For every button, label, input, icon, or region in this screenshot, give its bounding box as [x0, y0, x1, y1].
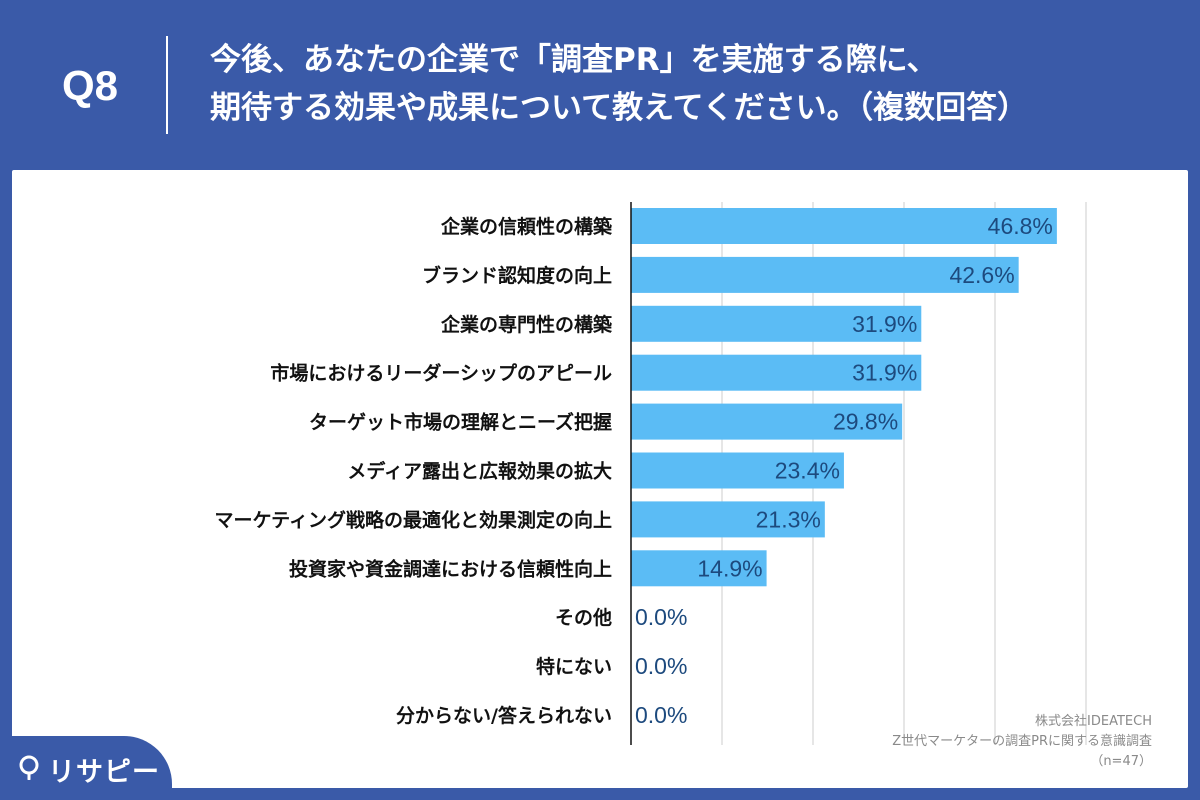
category-label: 企業の専門性の構築: [440, 313, 613, 336]
value-label: 0.0%: [635, 604, 687, 630]
value-label: 31.9%: [852, 360, 917, 386]
question-title-line-1: 今後、あなたの企業で「調査PR」を実施する際に、: [210, 42, 938, 78]
bar: [631, 550, 767, 587]
category-label: ブランド認知度の向上: [422, 264, 612, 287]
bar: [631, 256, 1019, 293]
question-number: Q8: [62, 62, 119, 109]
bar: [631, 452, 844, 489]
header: Q8 今後、あなたの企業で「調査PR」を実施する際に、 期待する効果や成果につい…: [0, 0, 1200, 170]
value-label: 29.8%: [833, 409, 898, 435]
category-label: ターゲット市場の理解とニーズ把握: [309, 411, 612, 434]
bar: [631, 354, 922, 391]
category-label: 市場におけるリーダーシップのアピール: [270, 362, 612, 385]
value-label: 0.0%: [635, 653, 687, 679]
bar: [631, 208, 1057, 244]
bar: [631, 403, 903, 440]
category-label: マーケティング戦略の最適化と効果測定の向上: [215, 508, 612, 531]
source-sample-size: （n=47）: [1090, 754, 1152, 769]
source-note: 株式会社IDEATECH Z世代マーケターの調査PRに関する意識調査 （n=47…: [892, 712, 1152, 772]
value-label: 42.6%: [949, 262, 1014, 288]
map-pin-icon: [19, 755, 39, 780]
value-label: 46.8%: [988, 213, 1053, 239]
category-label: 特にない: [536, 656, 612, 678]
question-title: 今後、あなたの企業で「調査PR」を実施する際に、 期待する効果や成果について教え…: [210, 36, 1028, 132]
bar: [631, 501, 825, 538]
brand-logo: リサピー: [0, 736, 172, 800]
value-label: 0.0%: [635, 702, 687, 728]
value-label: 21.3%: [756, 506, 821, 532]
source-company: 株式会社IDEATECH: [1035, 714, 1152, 729]
value-label: 14.9%: [697, 555, 762, 581]
question-title-line-2: 期待する効果や成果について教えてください。（複数回答）: [210, 90, 1029, 126]
header-divider: [166, 36, 168, 134]
category-label: メディア露出と広報効果の拡大: [347, 460, 612, 483]
source-survey: Z世代マーケターの調査PRに関する意識調査: [892, 734, 1152, 749]
value-label: 23.4%: [775, 458, 840, 484]
category-label: 企業の信頼性の構築: [440, 215, 613, 238]
category-label: 投資家や資金調達における信頼性向上: [289, 557, 612, 580]
category-label: その他: [555, 606, 612, 629]
value-label: 31.9%: [852, 311, 917, 337]
category-label: 分からない/答えられない: [396, 704, 612, 727]
brand-logo-text: リサピー: [48, 757, 160, 788]
bar: [631, 305, 922, 342]
